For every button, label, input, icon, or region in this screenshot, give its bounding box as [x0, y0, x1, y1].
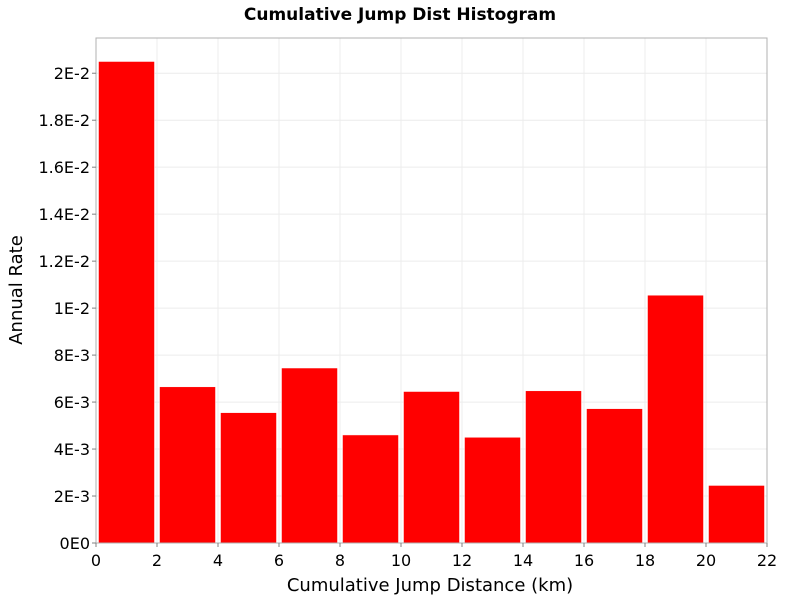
- histogram-bar: [586, 408, 643, 544]
- histogram-bar: [342, 434, 399, 544]
- histogram-bar: [708, 485, 765, 544]
- y-tick-label: 6E-3: [54, 393, 90, 412]
- y-axis: 0E0 2E-3 4E-3 6E-3 8E-3 1E-2 1.2E-2 1.4E-2 1.6E-…: [38, 64, 96, 553]
- x-tick-label: 22: [757, 551, 777, 570]
- y-axis-label: Annual Rate: [6, 235, 27, 345]
- y-tick-label: 1.6E-2: [38, 158, 90, 177]
- x-tick-label: 20: [696, 551, 716, 570]
- x-tick-label: 8: [335, 551, 345, 570]
- x-axis-label: Cumulative Jump Distance (km): [287, 575, 573, 596]
- x-tick-label: 12: [452, 551, 472, 570]
- x-tick-label: 2: [152, 551, 162, 570]
- y-tick-label: 0E0: [60, 534, 90, 553]
- histogram-bar: [403, 391, 460, 544]
- y-tick-label: 2E-3: [54, 487, 90, 506]
- bar-series: [98, 61, 765, 544]
- x-tick-label: 0: [91, 551, 101, 570]
- histogram-bar: [525, 390, 582, 544]
- x-tick-label: 16: [574, 551, 594, 570]
- histogram-bar: [647, 294, 704, 544]
- histogram-bar: [281, 367, 338, 544]
- y-tick-label: 1.4E-2: [38, 205, 90, 224]
- y-tick-label: 1.8E-2: [38, 111, 90, 130]
- y-tick-label: 8E-3: [54, 346, 90, 365]
- y-tick-label: 4E-3: [54, 440, 90, 459]
- histogram-bar: [98, 61, 155, 544]
- histogram-bar: [220, 412, 277, 544]
- x-axis: 0 2 4 6 8 10 12 14 16 18 20 22: [91, 543, 777, 570]
- y-tick-label: 2E-2: [54, 64, 90, 83]
- x-tick-label: 6: [274, 551, 284, 570]
- chart-title: Cumulative Jump Dist Histogram: [244, 5, 556, 25]
- x-tick-label: 18: [635, 551, 655, 570]
- x-tick-label: 14: [513, 551, 533, 570]
- x-tick-label: 4: [213, 551, 223, 570]
- y-tick-label: 1.2E-2: [38, 252, 90, 271]
- plot-frame: [95, 37, 768, 544]
- histogram-bar: [464, 437, 521, 544]
- histogram-bar: [159, 386, 216, 544]
- y-tick-label: 1E-2: [54, 299, 90, 318]
- x-tick-label: 10: [391, 551, 411, 570]
